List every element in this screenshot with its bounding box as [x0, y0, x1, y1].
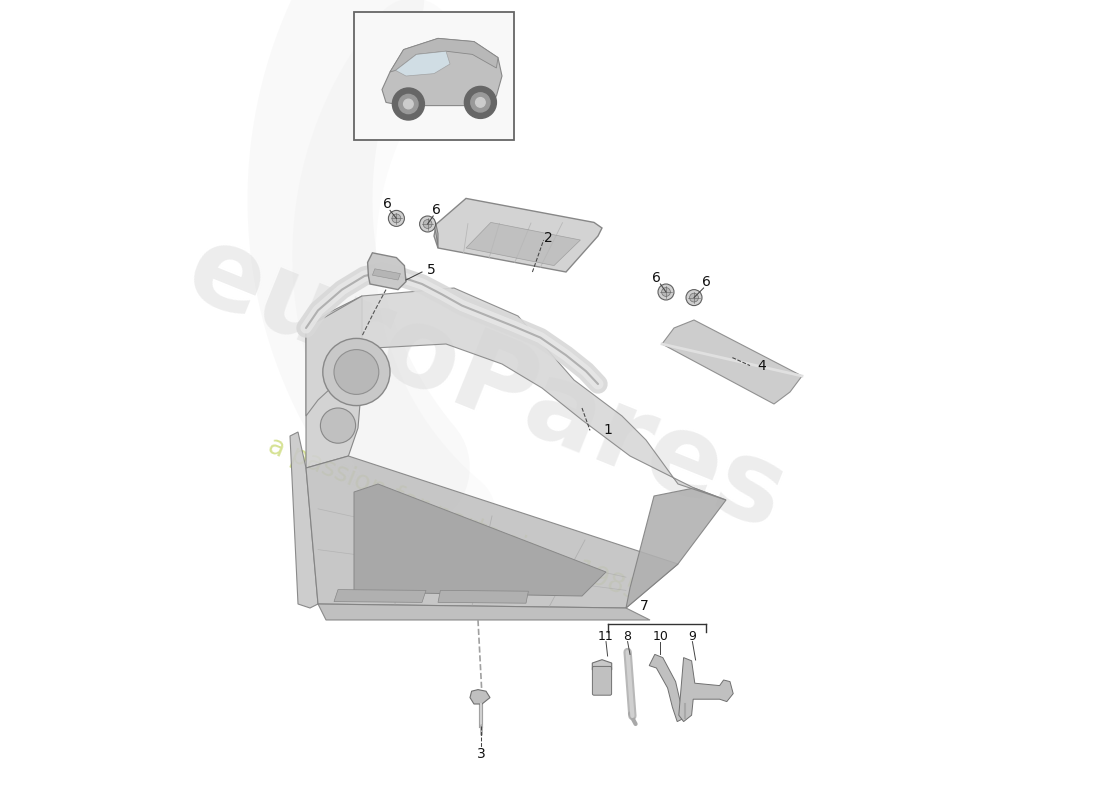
Polygon shape	[434, 222, 438, 248]
Polygon shape	[382, 38, 502, 106]
Text: 6: 6	[383, 197, 392, 211]
Polygon shape	[354, 484, 606, 596]
Polygon shape	[396, 51, 450, 76]
Polygon shape	[367, 253, 406, 290]
Circle shape	[393, 88, 425, 120]
Circle shape	[424, 219, 432, 229]
Circle shape	[686, 290, 702, 306]
Circle shape	[658, 284, 674, 300]
Polygon shape	[334, 590, 426, 602]
Text: 1: 1	[603, 423, 612, 438]
Circle shape	[475, 98, 485, 107]
Text: 4: 4	[758, 359, 767, 374]
Circle shape	[464, 86, 496, 118]
Polygon shape	[626, 488, 726, 608]
Polygon shape	[470, 690, 490, 704]
Text: 7: 7	[640, 599, 649, 614]
Text: 6: 6	[432, 202, 441, 217]
Polygon shape	[662, 320, 802, 404]
Circle shape	[334, 350, 378, 394]
Polygon shape	[390, 38, 498, 72]
Polygon shape	[373, 269, 400, 280]
Circle shape	[690, 294, 698, 302]
Circle shape	[388, 210, 405, 226]
Circle shape	[419, 216, 436, 232]
Polygon shape	[466, 222, 581, 266]
Circle shape	[322, 338, 390, 406]
Polygon shape	[649, 654, 683, 722]
FancyBboxPatch shape	[593, 666, 612, 695]
Polygon shape	[306, 456, 678, 608]
Text: 5: 5	[427, 262, 436, 277]
Polygon shape	[434, 198, 602, 272]
Polygon shape	[592, 660, 612, 673]
Text: 6: 6	[652, 270, 661, 285]
Polygon shape	[438, 590, 528, 603]
Polygon shape	[306, 288, 726, 500]
Circle shape	[399, 94, 418, 114]
Polygon shape	[318, 604, 650, 620]
Text: 8: 8	[624, 630, 631, 642]
Polygon shape	[290, 432, 318, 608]
Text: 2: 2	[544, 230, 553, 245]
Text: 9: 9	[689, 630, 696, 642]
Polygon shape	[306, 296, 362, 468]
Circle shape	[404, 99, 414, 109]
Text: 3: 3	[476, 747, 485, 762]
Circle shape	[392, 214, 400, 222]
Circle shape	[661, 287, 670, 296]
Circle shape	[320, 408, 355, 443]
Text: 11: 11	[598, 630, 614, 642]
Text: a passion for parts since 1985: a passion for parts since 1985	[264, 434, 644, 606]
Bar	[354, 12, 514, 140]
Circle shape	[471, 93, 490, 112]
Polygon shape	[679, 658, 734, 722]
Text: 10: 10	[652, 630, 669, 642]
Text: 6: 6	[702, 275, 711, 290]
Text: euroPares: euroPares	[172, 215, 801, 553]
